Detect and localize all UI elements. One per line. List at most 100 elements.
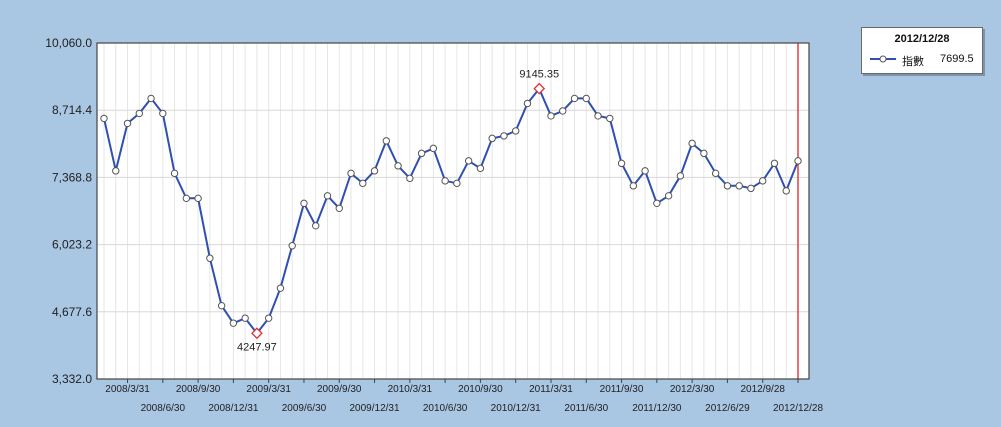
y-tick-label: 3,332.0: [52, 372, 92, 386]
data-point: [182, 194, 191, 203]
data-point: [570, 94, 579, 103]
data-point: [335, 204, 343, 213]
data-point: [382, 137, 391, 145]
annotations: 9145.35 4247.97: [237, 69, 559, 354]
data-point: [582, 94, 590, 103]
data-point: [688, 139, 696, 148]
annotation-label: 4247.97: [237, 341, 277, 353]
data-point: [676, 172, 685, 180]
y-tick-label: 8,714.4: [52, 103, 92, 117]
data-point: [323, 192, 332, 200]
data-point: [429, 144, 438, 153]
data-point: [123, 119, 132, 128]
x-tick-label: 2011/12/30: [632, 403, 682, 414]
data-point: [441, 177, 449, 185]
data-point: [606, 114, 614, 123]
x-tick-label: 2008/9/30: [176, 384, 221, 395]
x-tick-label: 2011/6/30: [564, 403, 608, 414]
data-point: [417, 149, 426, 158]
data-point: [782, 187, 790, 195]
data-point: [700, 149, 708, 158]
data-point: [464, 157, 473, 165]
x-tick-label: 2012/6/29: [705, 403, 750, 414]
data-point: [276, 284, 285, 292]
data-point: [147, 94, 155, 103]
legend-series-name: 指數: [902, 56, 924, 68]
y-tick-label: 7,368.8: [52, 170, 92, 184]
x-tick-label: 2009/12/31: [350, 403, 400, 414]
data-point: [617, 159, 626, 168]
x-tick-label: 2010/3/31: [388, 384, 433, 395]
x-tick-label: 2011/9/30: [600, 384, 644, 395]
x-axis-ticks: 2008/3/31 2008/9/30 2009/3/31 2009/9/30 2010…: [105, 379, 823, 414]
data-point: [135, 109, 143, 118]
data-point: [217, 301, 226, 310]
legend-date: 2012/12/28: [894, 33, 950, 45]
x-tick-label: 2011/3/31: [529, 384, 573, 395]
annotation-label: 9145.35: [519, 69, 559, 81]
data-point: [206, 254, 214, 262]
data-point: [170, 169, 179, 178]
x-tick-label: 2008/3/31: [105, 384, 150, 395]
data-point: [159, 109, 167, 118]
data-point: [394, 162, 402, 170]
y-tick-label: 6,023.2: [52, 238, 92, 252]
data-point: [347, 169, 355, 178]
legend-series-value: 7699.5: [940, 53, 974, 65]
x-tick-label: 2009/3/31: [246, 384, 291, 395]
data-point: [511, 127, 520, 135]
series-line: [103, 86, 799, 335]
data-point: [594, 112, 602, 120]
data-point: [312, 222, 320, 230]
data-point: [406, 174, 414, 183]
legend-series-row: 指數 7699.5: [870, 52, 980, 68]
data-point: [300, 199, 308, 208]
data-point: [100, 114, 108, 123]
x-tick-label: 2009/6/30: [282, 403, 327, 414]
legend: 2012/12/28 指數 7699.5: [861, 27, 983, 74]
data-point: [641, 167, 649, 175]
data-point: [488, 134, 496, 143]
data-point: [359, 179, 367, 188]
data-point: [735, 182, 743, 190]
plot-background: [97, 43, 809, 379]
data-point: [723, 182, 732, 190]
annotation-marker: [251, 327, 263, 340]
x-tick-label: 2010/9/30: [458, 384, 503, 395]
x-tick-label: 2010/12/31: [491, 403, 541, 414]
data-point: [747, 184, 755, 193]
data-point: [711, 169, 720, 178]
x-tick-label: 2008/12/31: [208, 403, 258, 414]
y-tick-label: 10,060.0: [45, 36, 92, 50]
data-point: [264, 314, 273, 322]
data-point: [229, 319, 238, 327]
x-tick-label: 2010/6/30: [423, 403, 468, 414]
data-point: [547, 112, 555, 120]
x-tick-label: 2012/9/28: [740, 384, 785, 395]
data-point: [653, 199, 661, 208]
data-point: [500, 132, 508, 140]
data-point: [759, 177, 767, 185]
data-point: [476, 164, 485, 173]
y-axis-ticks: 10,060.0 8,714.4 7,368.8 6,023.2 4,677.6 3,33…: [45, 36, 92, 386]
annotation-marker: [533, 82, 546, 95]
data-point: [664, 192, 673, 200]
x-tick-label: 2012/3/30: [670, 384, 715, 395]
legend-line-marker-icon: [870, 55, 896, 63]
data-point: [194, 194, 202, 203]
plot-frame: [96, 42, 810, 380]
data-point: [523, 99, 532, 108]
data-point: [559, 107, 567, 115]
data-point: [629, 182, 638, 190]
data-point: [770, 159, 779, 168]
data-point: [370, 167, 379, 175]
x-tick-label: 2008/6/30: [141, 403, 186, 414]
data-point: [241, 314, 249, 322]
data-point: [794, 157, 802, 165]
y-tick-label: 4,677.6: [52, 305, 92, 319]
x-tick-label: 2009/9/30: [317, 384, 362, 395]
x-tick-label: 2012/12/28: [773, 403, 823, 414]
data-point: [288, 242, 296, 250]
series-points: [100, 94, 802, 327]
